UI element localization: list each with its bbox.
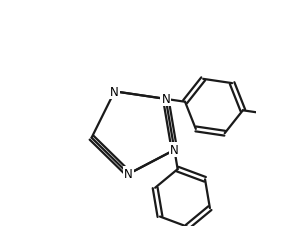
Text: N: N xyxy=(161,93,170,106)
Text: N: N xyxy=(124,168,133,181)
Text: N: N xyxy=(110,85,119,99)
Text: S: S xyxy=(125,168,132,181)
Text: N: N xyxy=(170,144,179,157)
